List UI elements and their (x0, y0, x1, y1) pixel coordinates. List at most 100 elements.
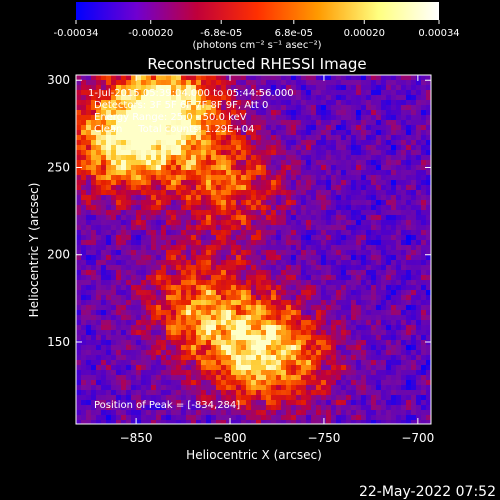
heatmap-cell (111, 365, 117, 371)
heatmap-cell (386, 200, 392, 206)
heatmap-cell (301, 235, 307, 241)
heatmap-cell (376, 290, 382, 296)
heatmap-cell (366, 220, 372, 226)
heatmap-cell (271, 160, 277, 166)
heatmap-cell (141, 205, 147, 211)
heatmap-cell (231, 75, 237, 81)
heatmap-cell (286, 295, 292, 301)
heatmap-cell (186, 225, 192, 231)
heatmap-cell (266, 145, 272, 151)
heatmap-cell (111, 260, 117, 266)
heatmap-cell (226, 140, 232, 146)
heatmap-cell (221, 145, 227, 151)
heatmap-cell (216, 395, 222, 401)
heatmap-cell (401, 170, 407, 176)
heatmap-cell (266, 295, 272, 301)
heatmap-cell (411, 335, 417, 341)
heatmap-cell (316, 340, 322, 346)
heatmap-cell (231, 80, 237, 86)
heatmap-cell (366, 175, 372, 181)
heatmap-cell (406, 355, 412, 361)
heatmap-cell (231, 115, 237, 121)
heatmap-cell (246, 420, 252, 424)
heatmap-cell (356, 390, 362, 396)
colorbar-tick-label: 0.00020 (344, 28, 385, 39)
heatmap-cell (276, 220, 282, 226)
heatmap-cell (311, 95, 317, 101)
heatmap-cell (376, 375, 382, 381)
heatmap-cell (351, 170, 357, 176)
heatmap-cell (161, 285, 167, 291)
heatmap-cell (151, 250, 157, 256)
heatmap-cell (131, 325, 137, 331)
heatmap-cell (291, 295, 297, 301)
heatmap-cell (116, 115, 122, 121)
heatmap-cell (201, 110, 207, 116)
heatmap-cell (251, 210, 257, 216)
heatmap-cell (241, 180, 247, 186)
heatmap-cell (141, 290, 147, 296)
heatmap-cell (76, 200, 82, 206)
heatmap-cell (126, 335, 132, 341)
heatmap-cell (336, 420, 342, 424)
heatmap-cell (306, 380, 312, 386)
heatmap-cell (126, 205, 132, 211)
heatmap-cell (226, 135, 232, 141)
heatmap-cell (411, 105, 417, 111)
heatmap-cell (286, 255, 292, 261)
heatmap-cell (371, 235, 377, 241)
heatmap-cell (91, 310, 97, 316)
heatmap-cell (136, 295, 142, 301)
heatmap-cell (361, 395, 367, 401)
heatmap-cell (186, 285, 192, 291)
heatmap-cell (81, 145, 87, 151)
heatmap-cell (336, 195, 342, 201)
heatmap-cell (151, 375, 157, 381)
heatmap-cell (336, 100, 342, 106)
heatmap-cell (301, 385, 307, 391)
heatmap-cell (116, 145, 122, 151)
heatmap-cell (401, 355, 407, 361)
heatmap-cell (396, 340, 402, 346)
heatmap-cell (306, 255, 312, 261)
heatmap-cell (106, 180, 112, 186)
colorbar-tick-label: -0.00034 (54, 28, 99, 39)
heatmap-cell (181, 125, 187, 131)
heatmap-cell (146, 120, 152, 126)
heatmap-cell (326, 245, 332, 251)
heatmap-cell (151, 125, 157, 131)
heatmap-cell (351, 180, 357, 186)
heatmap-cell (281, 160, 287, 166)
heatmap-cell (276, 200, 282, 206)
heatmap-cell (281, 215, 287, 221)
heatmap-cell (291, 170, 297, 176)
heatmap-cell (211, 265, 217, 271)
heatmap-cell (331, 365, 337, 371)
heatmap-cell (336, 310, 342, 316)
heatmap-cell (296, 275, 302, 281)
heatmap-cell (171, 375, 177, 381)
heatmap-cell (351, 395, 357, 401)
heatmap-cell (336, 300, 342, 306)
heatmap-cell (296, 180, 302, 186)
heatmap-cell (366, 370, 372, 376)
heatmap-cell (276, 150, 282, 156)
heatmap-cell (91, 185, 97, 191)
heatmap-cell (321, 285, 327, 291)
heatmap-cell (241, 390, 247, 396)
heatmap-cell (376, 295, 382, 301)
heatmap-cell (361, 105, 367, 111)
heatmap-cell (421, 260, 427, 266)
heatmap-cell (86, 230, 92, 236)
heatmap-cell (111, 205, 117, 211)
heatmap-cell (186, 355, 192, 361)
heatmap-cell (316, 370, 322, 376)
heatmap-cell (246, 130, 252, 136)
heatmap-cell (201, 275, 207, 281)
heatmap-cell (76, 145, 82, 151)
heatmap-cell (391, 195, 397, 201)
heatmap-cell (181, 360, 187, 366)
heatmap-cell (361, 310, 367, 316)
heatmap-cell (401, 405, 407, 411)
heatmap-cell (361, 285, 367, 291)
